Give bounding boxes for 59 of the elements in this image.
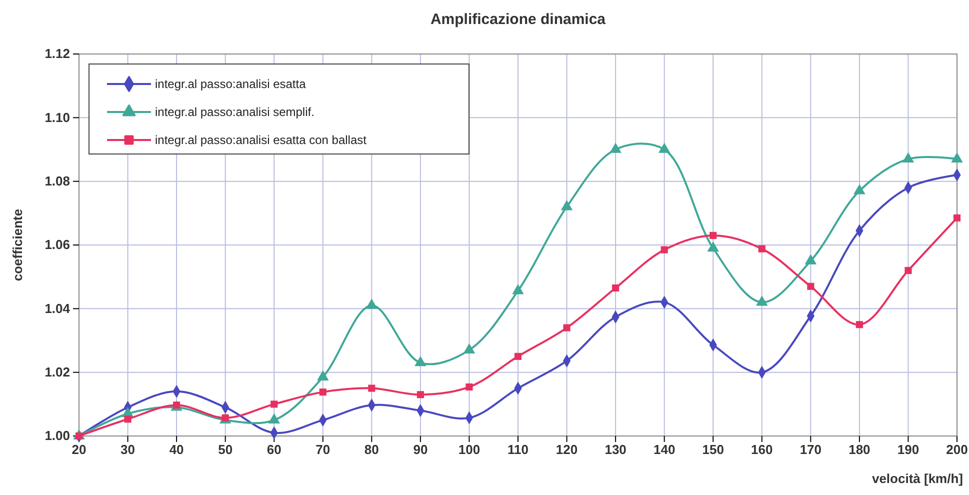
point bbox=[707, 241, 719, 252]
y-tick-label: 1.10 bbox=[44, 110, 70, 125]
x-tick-label: 120 bbox=[556, 442, 578, 458]
point bbox=[951, 152, 963, 162]
x-tick-label: 110 bbox=[508, 442, 528, 458]
x-tick-label: 180 bbox=[848, 442, 870, 458]
point bbox=[854, 184, 866, 194]
x-tick-label: 90 bbox=[413, 442, 428, 458]
point bbox=[512, 284, 524, 294]
x-tick-label: 40 bbox=[169, 442, 184, 458]
point bbox=[902, 152, 914, 162]
x-tick-label: 50 bbox=[218, 442, 233, 458]
y-tick-label: 1.02 bbox=[44, 364, 70, 380]
point bbox=[856, 321, 863, 328]
point bbox=[124, 416, 132, 423]
y-tick-label: 1.00 bbox=[44, 428, 70, 444]
x-tick-label: 190 bbox=[897, 442, 920, 458]
x-tick-label: 70 bbox=[316, 442, 330, 458]
point bbox=[563, 324, 570, 332]
x-tick-label: 30 bbox=[120, 442, 136, 458]
point bbox=[610, 142, 622, 153]
x-axis-title: velocità [km/h] bbox=[872, 471, 963, 486]
point bbox=[756, 296, 768, 306]
x-tick-label: 100 bbox=[458, 442, 480, 458]
x-tick-label: 200 bbox=[946, 442, 968, 458]
point bbox=[658, 142, 670, 153]
y-tick-label: 1.04 bbox=[44, 300, 71, 316]
x-tick-label: 140 bbox=[653, 442, 676, 458]
point bbox=[368, 384, 376, 392]
y-tick-label: 1.08 bbox=[44, 173, 70, 188]
point bbox=[804, 254, 817, 264]
y-tick-label: 1.12 bbox=[44, 46, 70, 62]
x-tick-label: 160 bbox=[751, 442, 773, 458]
point bbox=[319, 388, 326, 396]
x-tick-label: 130 bbox=[604, 442, 626, 458]
x-tick-label: 60 bbox=[266, 442, 282, 458]
x-tick-label: 150 bbox=[702, 442, 724, 458]
point bbox=[710, 232, 717, 239]
point bbox=[270, 400, 278, 408]
point bbox=[514, 352, 522, 360]
point bbox=[904, 266, 912, 274]
point bbox=[758, 245, 766, 252]
point bbox=[660, 246, 668, 254]
legend-label: integr.al passo:analisi semplif. bbox=[155, 105, 314, 119]
y-tick-label: 1.06 bbox=[44, 237, 70, 252]
point bbox=[807, 282, 814, 290]
point bbox=[466, 383, 473, 391]
point bbox=[953, 214, 961, 222]
y-axis-title: coefficiente bbox=[10, 208, 25, 282]
chart-title: Amplificazione dinamica bbox=[430, 11, 606, 28]
point bbox=[416, 391, 424, 398]
x-tick-label: 20 bbox=[72, 442, 86, 458]
point bbox=[560, 200, 573, 210]
point bbox=[366, 298, 378, 309]
legend-label: integr.al passo:analisi esatta bbox=[155, 77, 306, 91]
point bbox=[612, 284, 620, 292]
x-tick-label: 80 bbox=[364, 442, 379, 458]
x-tick-label: 170 bbox=[800, 442, 822, 458]
legend-label: integr.al passo:analisi esatta con ballast bbox=[155, 133, 368, 147]
